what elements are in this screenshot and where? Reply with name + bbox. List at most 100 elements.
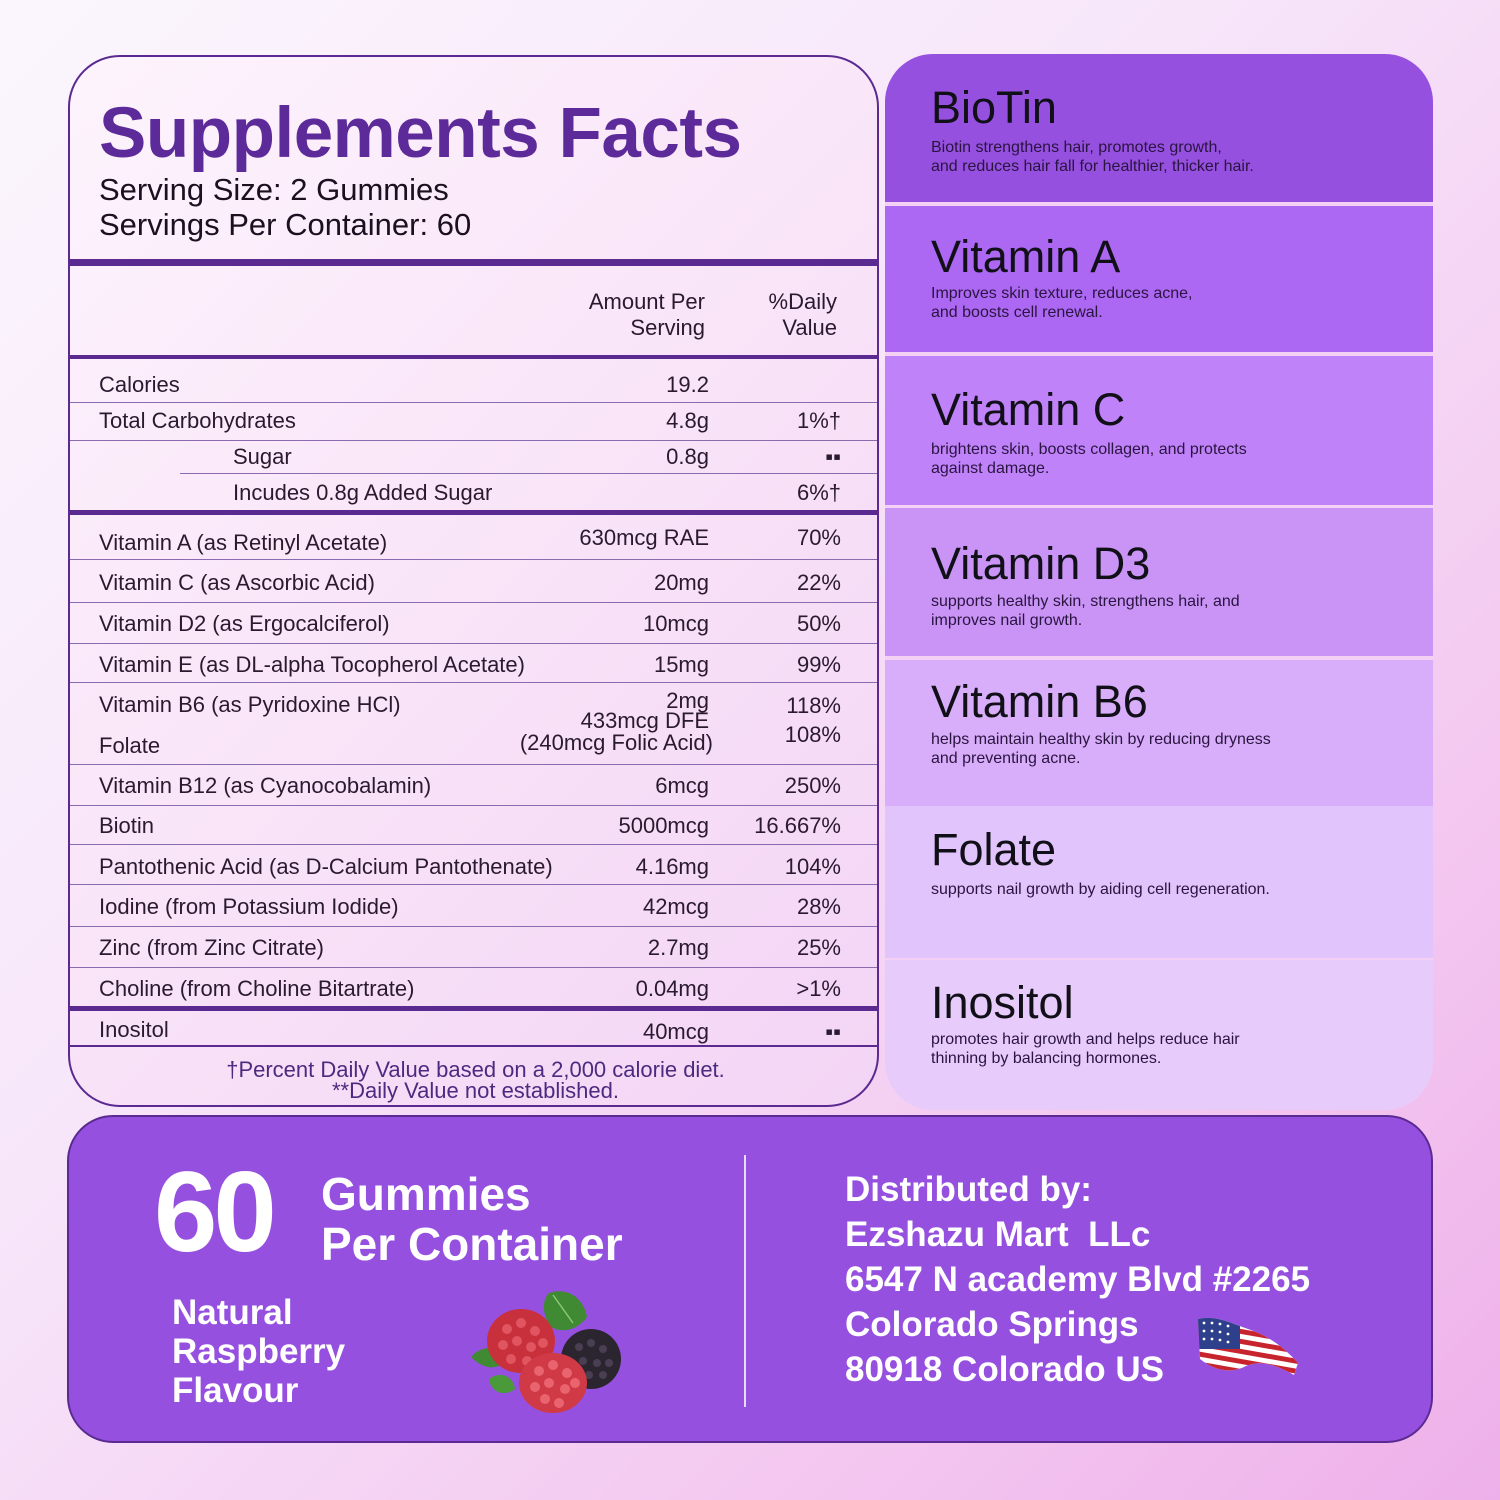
facts-title: Supplements Facts <box>99 94 742 173</box>
benefit-description-line: and boosts cell renewal. <box>931 304 1103 321</box>
nutrient-name: Vitamin B6 (as Pyridoxine HCl) <box>99 692 401 717</box>
row-divider <box>70 643 877 644</box>
benefit-description-line: supports healthy skin, strengthens hair,… <box>931 593 1240 610</box>
nutrient-name: Folate <box>99 733 161 758</box>
distributor-info: Distributed by: Ezshazu Mart LLc 6547 N … <box>845 1167 1310 1392</box>
nutrient-amount: 15mg <box>653 652 709 677</box>
nutrient-amount: 2.7mg <box>647 935 709 960</box>
nutrient-name: Vitamin C (as Ascorbic Acid) <box>99 570 375 595</box>
nutrient-name: Choline (from Choline Bitartrate) <box>99 976 415 1001</box>
benefit-card-vitamin-a: Vitamin A Improves skin texture, reduces… <box>885 206 1433 352</box>
benefits-panel: BioTin Biotin strengthens hair, promotes… <box>885 54 1433 1110</box>
nutrient-name: Pantothenic Acid (as D-Calcium Pantothen… <box>99 854 553 879</box>
distributor-address-city: Colorado Springs <box>845 1305 1139 1344</box>
benefit-card-inositol: Inositol promotes hair growth and helps … <box>885 960 1433 1110</box>
nutrient-amount: 630mcg RAE <box>579 525 709 550</box>
nutrient-amount: 0.04mg <box>635 976 709 1001</box>
nutrient-amount: 4.8g <box>666 408 709 433</box>
flavour-line: Flavour <box>172 1371 299 1410</box>
nutrient-name: Zinc (from Zinc Citrate) <box>99 935 324 960</box>
nutrient-dv: ▪▪ <box>825 1019 841 1044</box>
raspberry-blackberry-icon <box>471 1291 621 1413</box>
nutrient-name: Biotin <box>99 813 155 838</box>
distributor-company: Ezshazu Mart LLc <box>845 1215 1151 1254</box>
column-header-amount-line1: Amount Per <box>588 289 705 314</box>
gummy-count-label-line2: Per Container <box>321 1218 623 1270</box>
benefit-description-line: against damage. <box>931 460 1050 477</box>
divider-thick <box>70 355 877 359</box>
benefit-description: Improves skin texture, reduces acne, and… <box>931 284 1351 322</box>
nutrient-dv: 50% <box>796 611 841 636</box>
nutrient-dv: >1% <box>796 976 841 1001</box>
benefit-description-line: supports nail growth by aiding cell rege… <box>931 881 1270 898</box>
row-divider <box>70 402 877 403</box>
benefit-description-line: brightens skin, boosts collagen, and pro… <box>931 441 1247 458</box>
nutrient-dv: 104% <box>784 854 841 879</box>
benefit-description: supports nail growth by aiding cell rege… <box>931 880 1351 899</box>
benefit-title: Vitamin C <box>931 384 1126 435</box>
nutrient-name: Sugar <box>233 444 292 469</box>
row-divider <box>70 884 877 885</box>
benefit-description: supports healthy skin, strengthens hair,… <box>931 592 1351 630</box>
nutrient-name: Vitamin D2 (as Ergocalciferol) <box>99 611 390 636</box>
nutrient-amount: 20mg <box>653 570 709 595</box>
benefit-card-vitamin-d3: Vitamin D3 supports healthy skin, streng… <box>885 508 1433 656</box>
benefit-description: Biotin strengthens hair, promotes growth… <box>931 138 1351 176</box>
nutrient-amount: 0.8g <box>666 444 709 469</box>
row-divider <box>70 967 877 968</box>
benefit-description: brightens skin, boosts collagen, and pro… <box>931 440 1351 478</box>
column-header-amount: Amount Per Serving <box>589 289 705 341</box>
nutrient-dv: ▪▪ <box>825 444 841 469</box>
benefit-description-line: helps maintain healthy skin by reducing … <box>931 731 1271 748</box>
row-divider <box>70 682 877 683</box>
benefit-title: Folate <box>931 824 1057 875</box>
row-divider <box>180 473 877 474</box>
nutrient-name: Vitamin A (as Retinyl Acetate) <box>99 530 388 555</box>
benefit-card-vitamin-b6: Vitamin B6 helps maintain healthy skin b… <box>885 660 1433 806</box>
nutrient-amount: 42mcg <box>642 894 709 919</box>
nutrient-dv: 118% <box>786 693 841 718</box>
supplement-facts-panel: Supplements Facts Serving Size: 2 Gummie… <box>68 55 879 1107</box>
benefit-description-line: and reduces hair fall for healthier, thi… <box>931 158 1254 175</box>
nutrient-name: Incudes 0.8g Added Sugar <box>233 480 493 505</box>
product-info-banner: 60 Gummies Per Container Natural Raspber… <box>67 1115 1433 1443</box>
distributor-label: Distributed by: <box>845 1170 1092 1209</box>
divider-thick <box>70 1006 877 1011</box>
nutrient-amount: 10mcg <box>642 611 709 636</box>
nutrient-amount: 5000mcg <box>618 813 709 838</box>
nutrient-name: Iodine (from Potassium Iodide) <box>99 894 399 919</box>
row-divider <box>70 764 877 765</box>
nutrient-dv: 25% <box>796 935 841 960</box>
nutrient-amount: 19.2 <box>666 372 709 397</box>
distributor-address-street: 6547 N academy Blvd #2265 <box>845 1260 1311 1299</box>
benefit-title: Vitamin B6 <box>931 676 1148 727</box>
row-divider <box>70 602 877 603</box>
benefit-title: BioTin <box>931 82 1057 133</box>
nutrient-dv: 108% <box>784 722 841 747</box>
flavour-line: Raspberry <box>172 1332 346 1371</box>
flavour-label: Natural Raspberry Flavour <box>172 1293 345 1410</box>
distributor-address-zip: 80918 Colorado US <box>845 1350 1164 1389</box>
nutrient-amount-line1: 433mcg DFE <box>580 708 709 733</box>
column-header-amount-line2: Serving <box>630 315 705 340</box>
benefit-description: helps maintain healthy skin by reducing … <box>931 730 1351 768</box>
row-divider <box>70 440 877 441</box>
nutrient-amount: 40mcg <box>642 1019 709 1044</box>
nutrient-name: Vitamin E (as DL-alpha Tocopherol Acetat… <box>99 652 525 677</box>
benefit-description-line: improves nail growth. <box>931 612 1083 629</box>
gummy-count: 60 <box>154 1149 277 1276</box>
nutrient-amount: 4.16mg <box>635 854 709 879</box>
nutrient-dv: 70% <box>796 525 841 550</box>
nutrient-dv: 1%† <box>796 408 841 433</box>
nutrient-dv: 250% <box>784 773 841 798</box>
divider-thick <box>70 259 877 266</box>
nutrient-name: Calories <box>99 372 180 397</box>
column-header-dv: %Daily Value <box>769 289 837 341</box>
nutrient-dv: 99% <box>796 652 841 677</box>
nutrient-amount: 433mcg DFE (240mcg Folic Acid) <box>520 708 713 754</box>
benefit-description-line: Improves skin texture, reduces acne, <box>931 285 1193 302</box>
row-divider <box>70 844 877 845</box>
benefit-description-line: promotes hair growth and helps reduce ha… <box>931 1031 1240 1048</box>
us-flag-icon <box>1198 1317 1298 1375</box>
benefit-card-biotin: BioTin Biotin strengthens hair, promotes… <box>885 54 1433 202</box>
